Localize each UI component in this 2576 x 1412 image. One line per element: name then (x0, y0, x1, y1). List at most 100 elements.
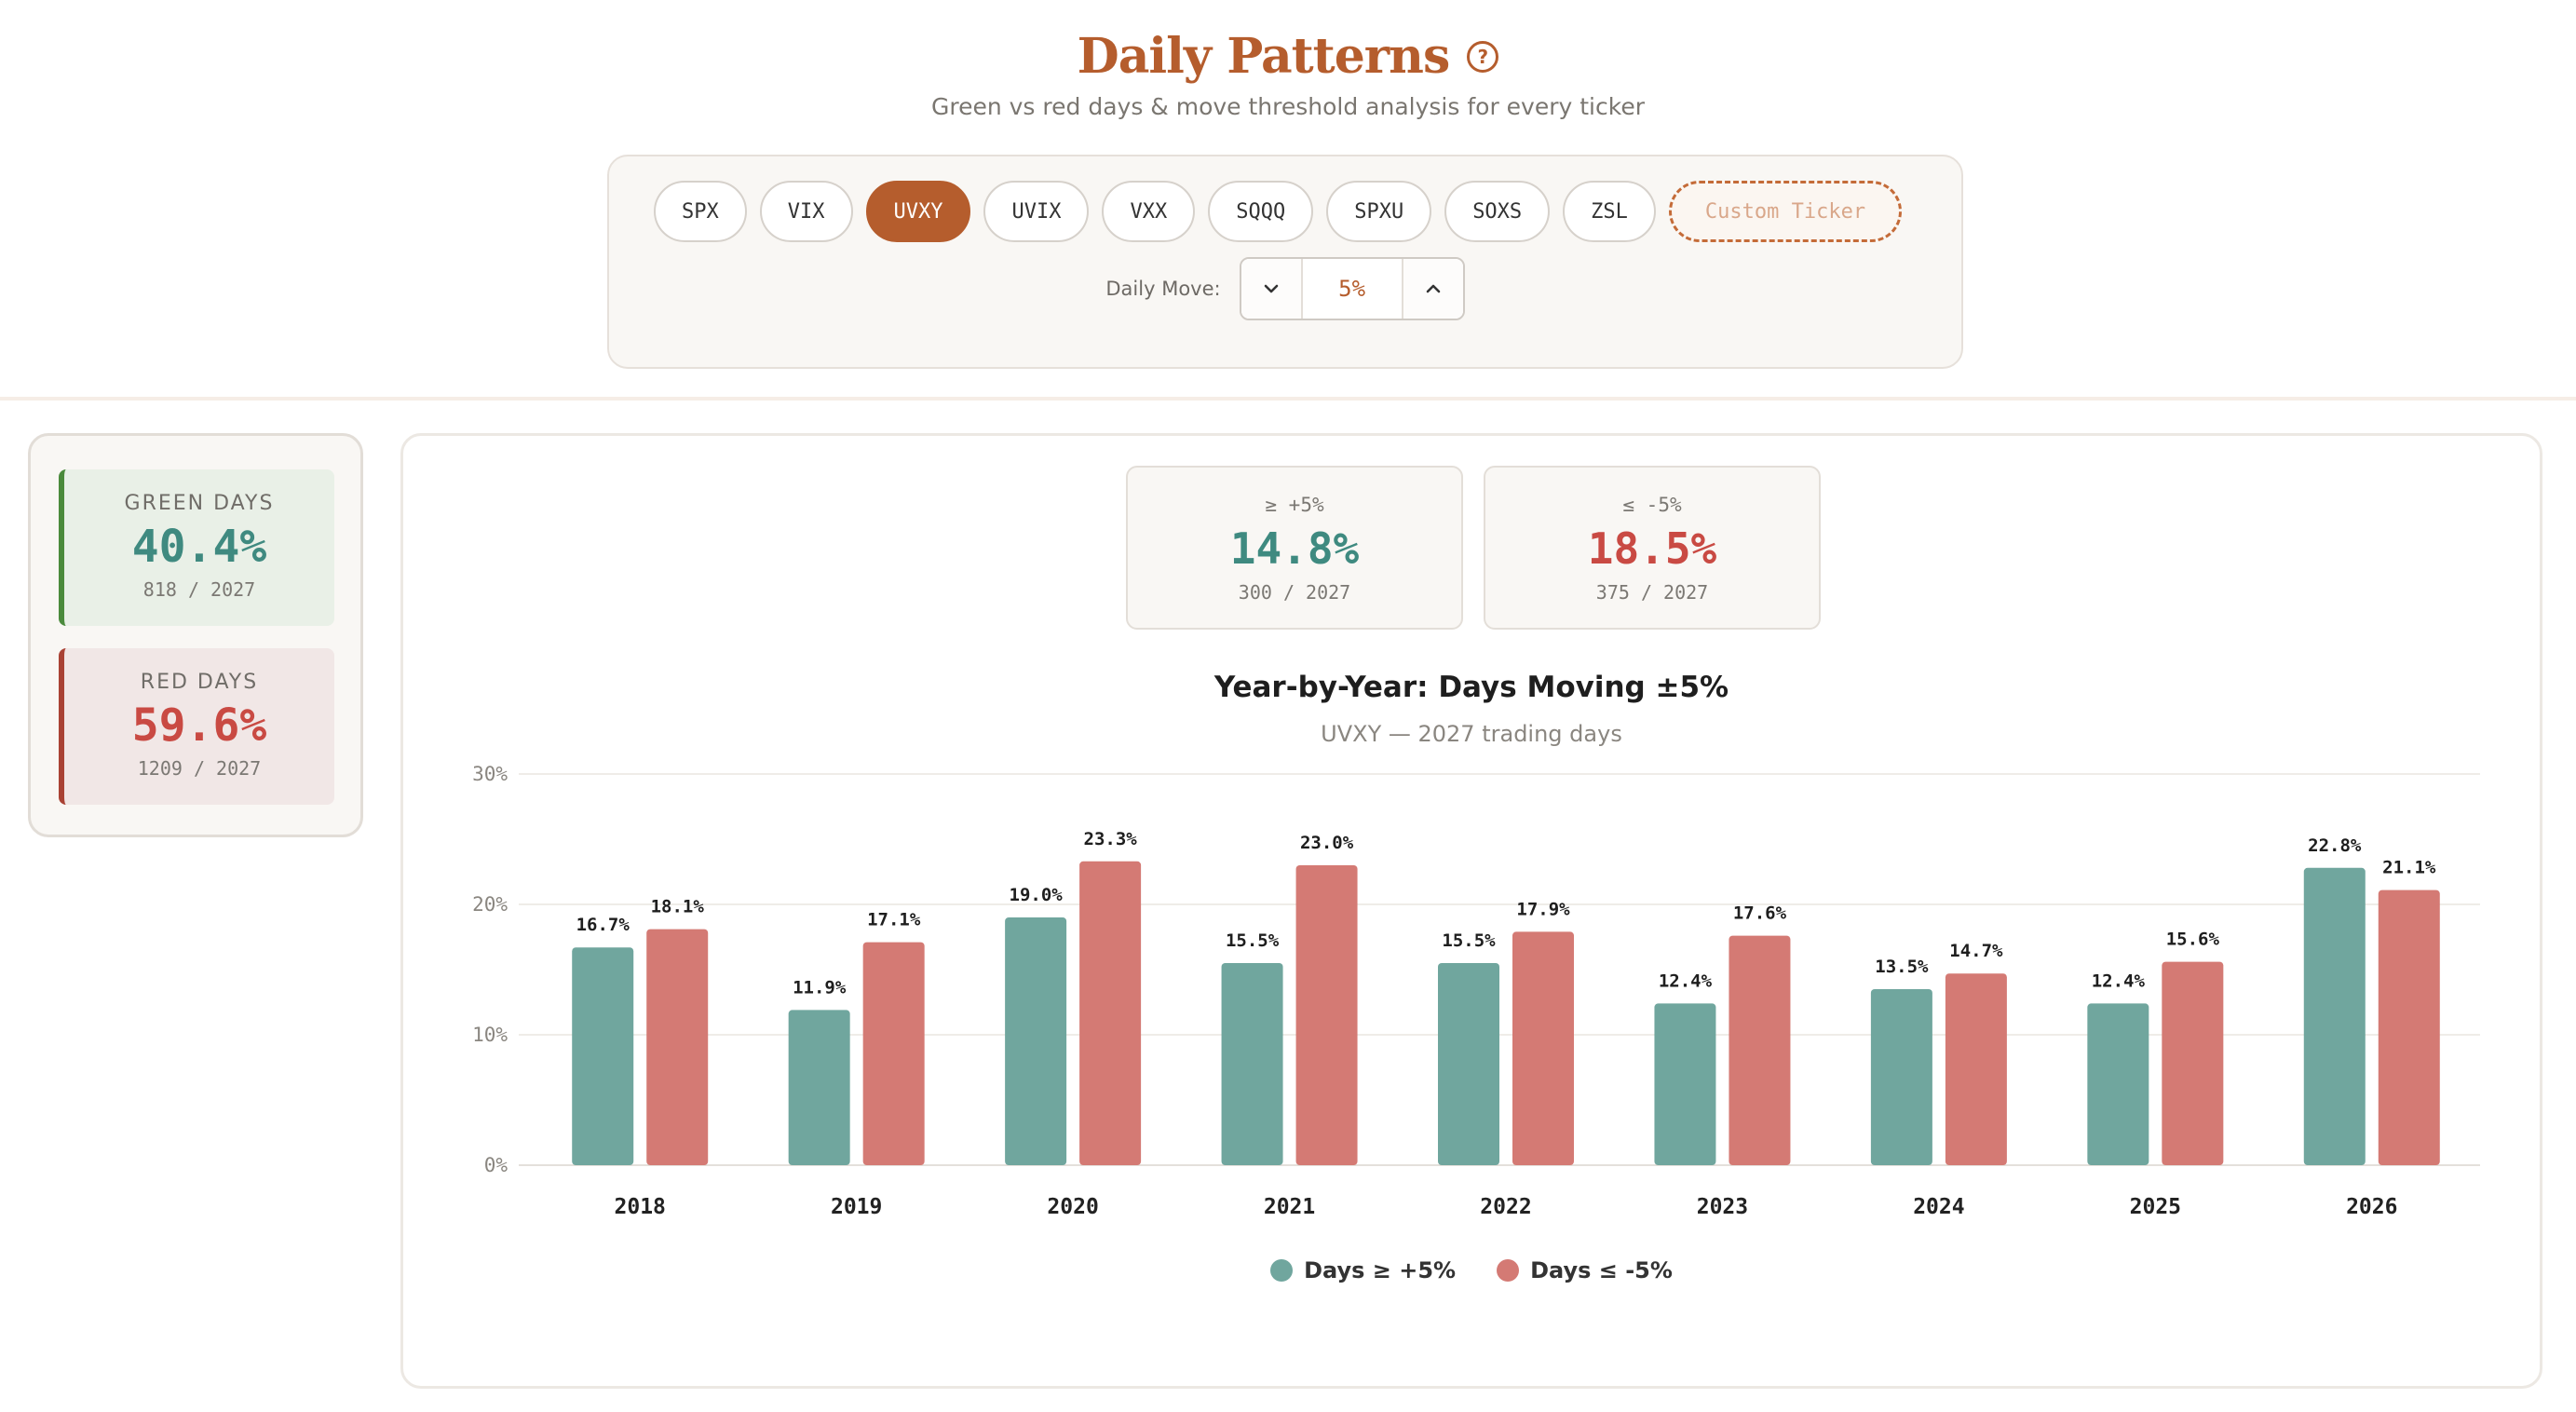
data-label: 15.5% (1442, 930, 1496, 951)
title-row: Daily Patterns ? (0, 28, 2576, 85)
legend-swatch-up (1270, 1259, 1294, 1282)
bar-up-2021 (1221, 963, 1283, 1165)
up-threshold-value: 14.8% (1229, 523, 1360, 574)
page-title: Daily Patterns (1077, 28, 1451, 85)
daily-move-value[interactable]: 5% (1300, 259, 1403, 319)
bar-up-2019 (788, 1010, 850, 1165)
x-tick-label: 2022 (1480, 1195, 1531, 1219)
ticker-selector: SPX VIX UVXY UVIX VXX SQQQ SPXU SOXS ZSL… (654, 181, 1903, 242)
down-threshold-value: 18.5% (1587, 523, 1717, 574)
down-threshold-count: 375 / 2027 (1595, 581, 1709, 604)
ticker-button-uvxy[interactable]: UVXY (865, 181, 971, 242)
x-tick-label: 2024 (1913, 1195, 1964, 1219)
decrease-move-button[interactable] (1241, 259, 1301, 319)
data-label: 22.8% (2308, 835, 2362, 856)
y-tick-label: 30% (472, 763, 508, 785)
chart-subtitle: UVXY — 2027 trading days (1321, 721, 1622, 747)
chevron-down-icon (1264, 284, 1278, 293)
ticker-button-sqqq[interactable]: SQQQ (1208, 181, 1314, 242)
up-threshold-label: ≥ +5% (1265, 494, 1324, 516)
ticker-button-spx[interactable]: SPX (654, 181, 747, 242)
x-tick-label: 2025 (2130, 1195, 2181, 1219)
legend-item-down[interactable]: Days ≤ -5% (1497, 1257, 1673, 1283)
bar-down-2020 (1079, 861, 1142, 1165)
bar-down-2026 (2378, 889, 2440, 1165)
ticker-button-soxs[interactable]: SOXS (1444, 181, 1551, 242)
red-days-card: RED DAYS 59.6% 1209 / 2027 (59, 648, 334, 805)
threshold-analysis-card: ≥ +5% 14.8% 300 / 2027 ≤ -5% 18.5% 375 /… (400, 433, 2542, 1389)
down-threshold-label: ≤ -5% (1622, 494, 1682, 516)
data-label: 12.4% (1659, 971, 1713, 991)
green-days-card: GREEN DAYS 40.4% 818 / 2027 (59, 469, 334, 626)
legend-swatch-down (1497, 1259, 1520, 1282)
data-label: 21.1% (2382, 858, 2436, 878)
up-threshold-count: 300 / 2027 (1238, 581, 1351, 604)
green-days-value: 40.4% (131, 521, 267, 573)
page-subtitle: Green vs red days & move threshold analy… (930, 93, 1645, 120)
y-tick-label: 20% (472, 893, 508, 916)
bar-down-2019 (862, 942, 925, 1165)
chart-legend: Days ≥ +5% Days ≤ -5% (403, 1257, 2540, 1283)
red-days-count: 1209 / 2027 (137, 757, 262, 780)
data-label: 17.1% (867, 910, 921, 930)
bar-down-2024 (1945, 973, 2007, 1165)
ticker-button-vxx[interactable]: VXX (1102, 181, 1196, 242)
bar-down-2022 (1512, 931, 1574, 1165)
data-label: 15.5% (1226, 930, 1280, 951)
data-label: 18.1% (651, 897, 705, 917)
custom-ticker-button[interactable]: Custom Ticker (1668, 181, 1903, 242)
x-tick-label: 2018 (615, 1195, 666, 1219)
bar-down-2021 (1295, 865, 1358, 1165)
bar-up-2020 (1005, 917, 1067, 1165)
bar-up-2026 (2303, 867, 2366, 1165)
data-label: 19.0% (1010, 885, 1064, 905)
green-red-summary-panel: GREEN DAYS 40.4% 818 / 2027 RED DAYS 59.… (28, 433, 363, 837)
y-tick-label: 10% (472, 1024, 508, 1046)
bar-down-2025 (2162, 961, 2224, 1165)
bar-down-2023 (1729, 935, 1791, 1165)
bar-up-2023 (1654, 1003, 1716, 1165)
x-tick-label: 2026 (2346, 1195, 2397, 1219)
ticker-button-vix[interactable]: VIX (759, 181, 853, 242)
page-header: Daily Patterns ? Green vs red days & mov… (0, 0, 2576, 401)
red-days-label: RED DAYS (140, 671, 259, 694)
green-days-label: GREEN DAYS (124, 492, 275, 515)
up-threshold-card: ≥ +5% 14.8% 300 / 2027 (1126, 466, 1463, 630)
legend-item-up[interactable]: Days ≥ +5% (1270, 1257, 1456, 1283)
green-days-count: 818 / 2027 (142, 578, 256, 601)
bar-up-2025 (2087, 1003, 2149, 1165)
daily-move-row: Daily Move: 5% (609, 257, 1961, 320)
legend-label-up: Days ≥ +5% (1304, 1257, 1457, 1283)
down-threshold-card: ≤ -5% 18.5% 375 / 2027 (1484, 466, 1821, 630)
bar-up-2024 (1870, 989, 1932, 1165)
x-tick-label: 2019 (831, 1195, 882, 1219)
increase-move-button[interactable] (1403, 259, 1463, 319)
data-label: 12.4% (2092, 971, 2146, 991)
y-tick-label: 0% (484, 1154, 508, 1176)
chart-title: Year-by-Year: Days Moving ±5% (1213, 671, 1729, 704)
red-days-value: 59.6% (131, 699, 267, 752)
bar-down-2018 (646, 929, 709, 1165)
daily-move-label: Daily Move: (1105, 278, 1221, 300)
x-tick-label: 2023 (1697, 1195, 1748, 1219)
legend-label-down: Days ≤ -5% (1530, 1257, 1673, 1283)
yearly-bar-chart: 0% 10% 20% 30% 16.7% 18.1% 2018 11.9% 17.1% 2019 1… (472, 763, 2480, 1219)
data-label: 15.6% (2166, 930, 2220, 950)
chevron-up-icon (1426, 284, 1440, 293)
help-icon[interactable]: ? (1467, 40, 1499, 73)
control-panel: SPX VIX UVXY UVIX VXX SQQQ SPXU SOXS ZSL… (607, 155, 1963, 369)
data-label: 11.9% (793, 977, 847, 998)
ticker-button-uvix[interactable]: UVIX (983, 181, 1090, 242)
data-label: 14.7% (1949, 941, 2003, 961)
x-tick-label: 2021 (1264, 1195, 1315, 1219)
bar-up-2022 (1438, 963, 1499, 1165)
data-label: 23.0% (1300, 833, 1354, 853)
ticker-button-spxu[interactable]: SPXU (1326, 181, 1432, 242)
data-label: 23.3% (1084, 829, 1138, 849)
ticker-button-zsl[interactable]: ZSL (1563, 181, 1656, 242)
data-label: 17.9% (1516, 899, 1570, 919)
bar-up-2018 (572, 947, 634, 1165)
data-label: 16.7% (576, 915, 630, 935)
daily-move-stepper: 5% (1239, 257, 1465, 320)
data-label: 17.6% (1733, 903, 1787, 924)
